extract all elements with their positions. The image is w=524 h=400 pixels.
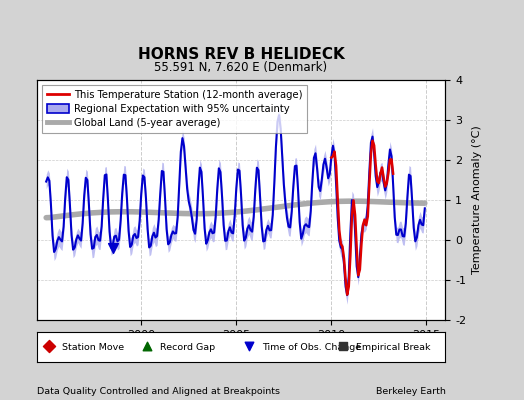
Text: 55.591 N, 7.620 E (Denmark): 55.591 N, 7.620 E (Denmark) (155, 61, 328, 74)
Text: Berkeley Earth: Berkeley Earth (376, 387, 445, 396)
Text: Record Gap: Record Gap (160, 342, 215, 352)
Text: Data Quality Controlled and Aligned at Breakpoints: Data Quality Controlled and Aligned at B… (37, 387, 280, 396)
Y-axis label: Temperature Anomaly (°C): Temperature Anomaly (°C) (472, 126, 482, 274)
Point (45, 343, 53, 350)
Legend: This Temperature Station (12-month average), Regional Expectation with 95% uncer: This Temperature Station (12-month avera… (42, 85, 307, 133)
Point (108, 244, 117, 251)
Text: HORNS REV B HELIDECK: HORNS REV B HELIDECK (138, 47, 344, 62)
Point (143, 343, 151, 350)
Text: Empirical Break: Empirical Break (356, 342, 431, 352)
Text: Time of Obs. Change: Time of Obs. Change (263, 342, 362, 352)
Text: Station Move: Station Move (62, 342, 124, 352)
Point (245, 343, 254, 350)
Point (339, 343, 347, 350)
